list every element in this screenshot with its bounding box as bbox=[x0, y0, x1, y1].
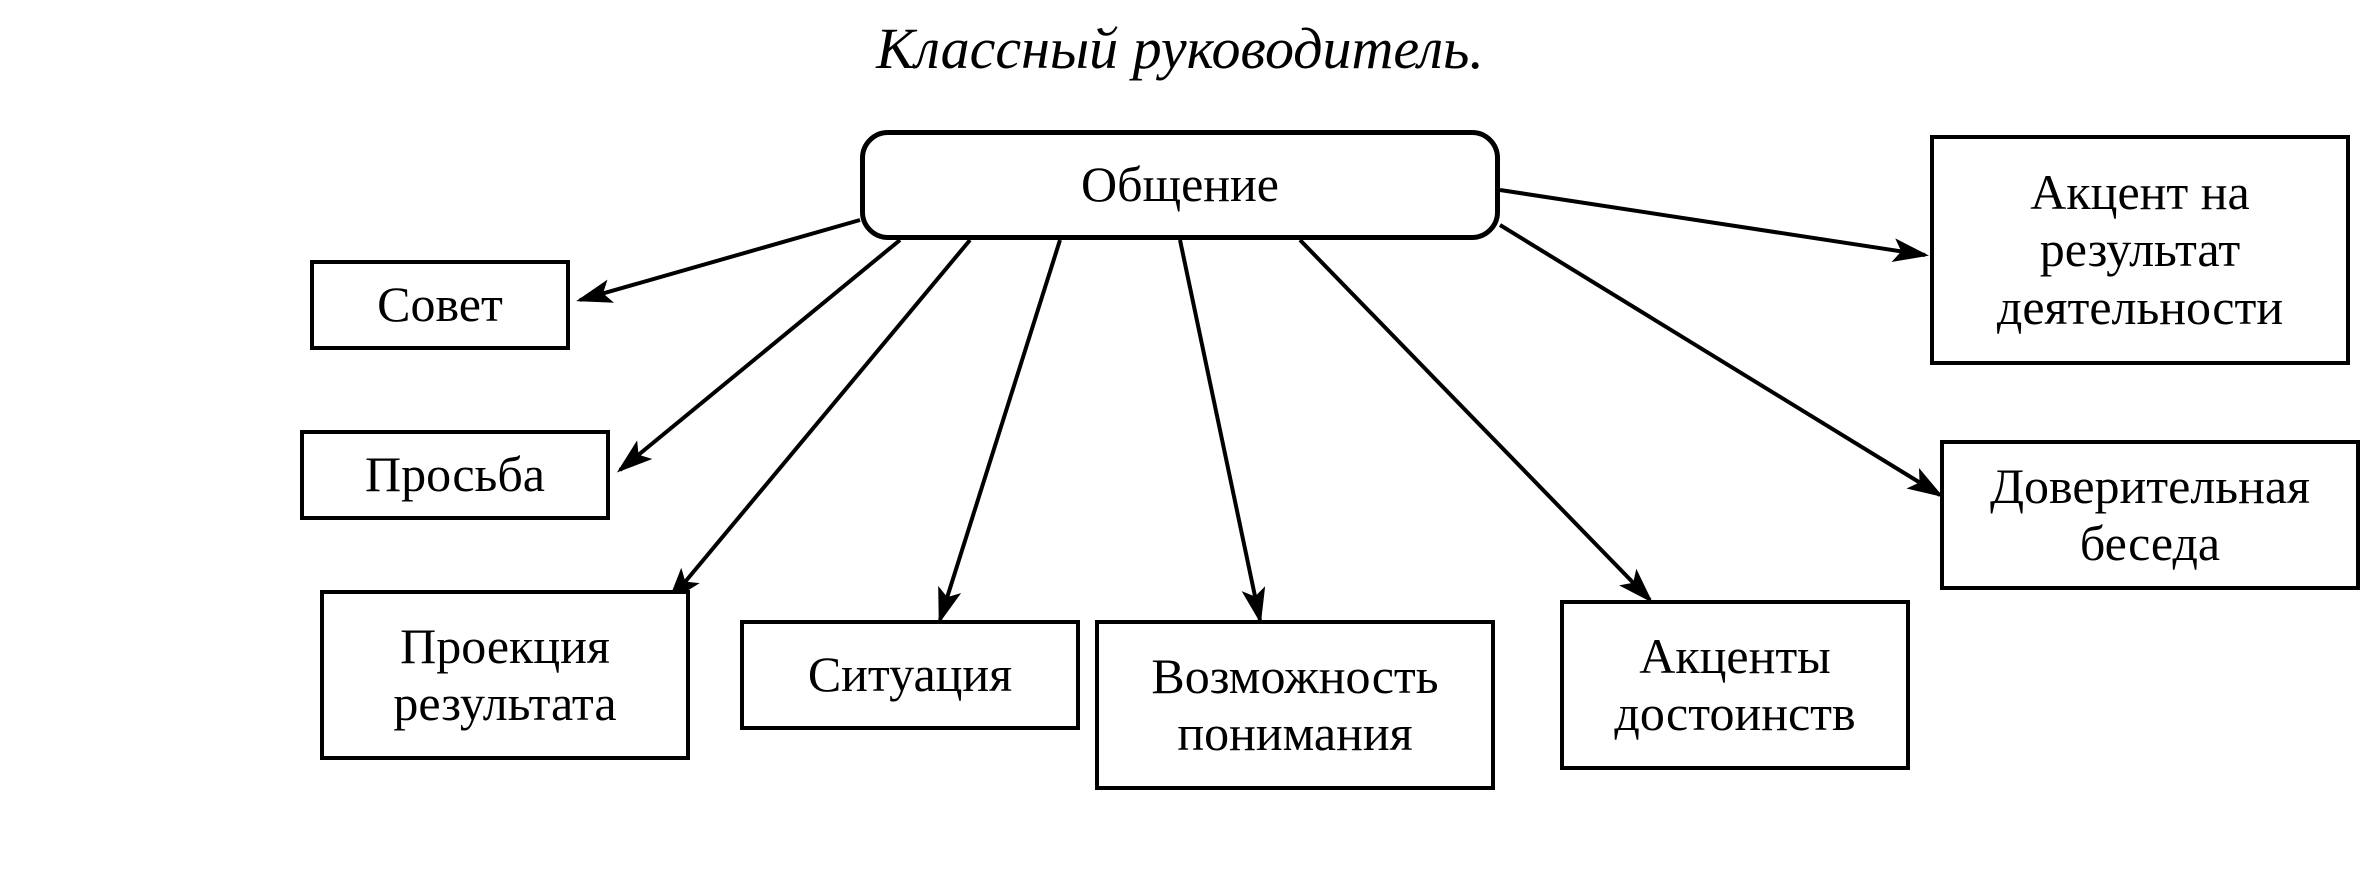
edge-root-akcd bbox=[1300, 240, 1650, 600]
node-label: Общение bbox=[1081, 156, 1279, 214]
node-dover: Доверительная беседа bbox=[1940, 440, 2360, 590]
node-label: Доверительная беседа bbox=[1990, 458, 2310, 573]
node-label: Проекция результата bbox=[393, 618, 616, 733]
node-sit: Ситуация bbox=[740, 620, 1080, 730]
node-label: Просьба bbox=[365, 446, 545, 504]
node-vozm: Возможность понимания bbox=[1095, 620, 1495, 790]
edge-root-dover bbox=[1500, 225, 1940, 495]
node-label: Совет bbox=[377, 276, 503, 334]
edge-root-sovet bbox=[580, 220, 860, 300]
edge-root-akcr bbox=[1500, 190, 1925, 255]
edge-root-vozm bbox=[1180, 240, 1260, 620]
edge-root-proj bbox=[670, 240, 970, 600]
node-akcr: Акцент на результат деятельности bbox=[1930, 135, 2350, 365]
node-label: Возможность понимания bbox=[1151, 648, 1438, 763]
node-label: Акцент на результат деятельности bbox=[1997, 164, 2283, 337]
edge-root-sit bbox=[940, 240, 1060, 620]
node-label: Ситуация bbox=[808, 646, 1012, 704]
node-label: Акценты достоинств bbox=[1614, 628, 1855, 743]
node-proj: Проекция результата bbox=[320, 590, 690, 760]
node-prosba: Просьба bbox=[300, 430, 610, 520]
node-root: Общение bbox=[860, 130, 1500, 240]
edge-root-prosba bbox=[620, 240, 900, 470]
diagram-title: Классный руководитель. bbox=[730, 15, 1630, 82]
node-akcd: Акценты достоинств bbox=[1560, 600, 1910, 770]
node-sovet: Совет bbox=[310, 260, 570, 350]
diagram-canvas: Классный руководитель. Общение Совет Прось… bbox=[0, 0, 2363, 896]
